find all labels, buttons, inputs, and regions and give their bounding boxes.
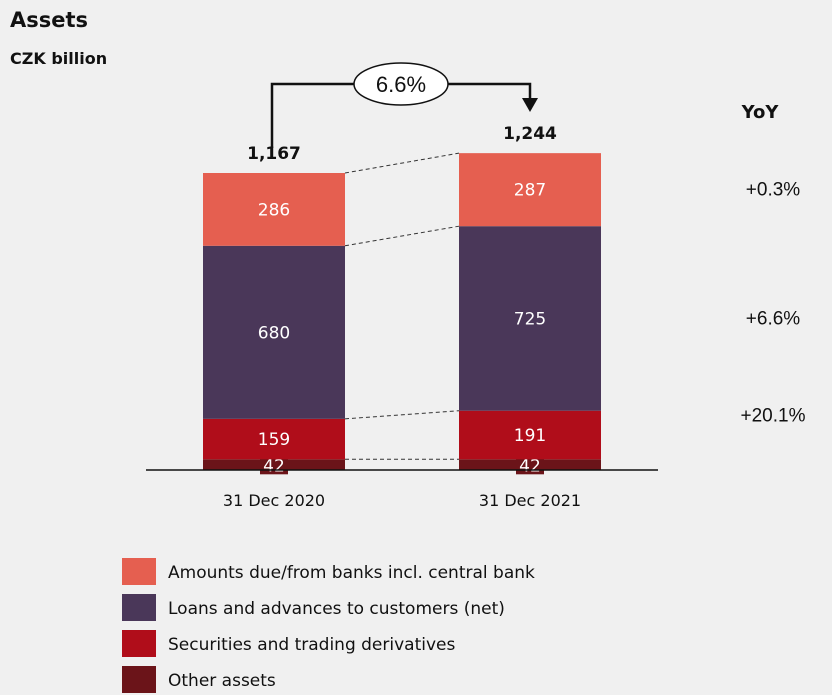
bar-segment [203,418,345,460]
bar-segment [459,153,601,227]
growth-ellipse [353,62,449,106]
data-label: 191 [514,426,546,446]
data-label: 287 [514,181,546,201]
category-label: 31 Dec 2020 [223,491,325,510]
yoy-value: +20.1% [741,406,806,427]
data-label: 42 [519,456,541,476]
total-label: 1,167 [247,144,301,164]
yoy-header: YoY [741,102,780,123]
growth-arrowhead [522,98,538,112]
legend-label: Other assets [168,671,276,691]
data-label: 286 [258,200,290,220]
bar-segment [203,172,345,246]
legend-swatch [122,666,156,693]
yoy-value: +0.3% [746,180,801,201]
legend-label: Loans and advances to customers (net) [168,599,505,619]
legend-swatch [122,594,156,621]
legend-swatch [122,558,156,585]
connector-line [344,225,460,247]
category-label: 31 Dec 2021 [479,491,581,510]
connector-line [344,152,460,174]
data-label: 680 [258,323,290,343]
chart-title: Assets [10,8,88,32]
chart-subtitle: CZK billion [10,49,107,68]
legend-swatch [122,630,156,657]
data-label: 725 [514,309,546,329]
bar-segment [459,410,601,460]
bar-segment [459,226,601,411]
yoy-value: +6.6% [746,308,801,329]
data-label: 159 [258,430,290,450]
legend-label: Securities and trading derivatives [168,635,455,655]
growth-label: 6.6% [376,72,426,97]
connector-line [344,410,460,420]
total-label: 1,244 [503,124,557,144]
data-label: 42 [263,456,285,476]
bar-segment [203,245,345,419]
chart-marks: 42 159 680 286 1,167 31 Dec 2020 42 191 725 287 1,… [122,62,806,693]
legend-label: Amounts due/from banks incl. central ban… [168,563,535,583]
